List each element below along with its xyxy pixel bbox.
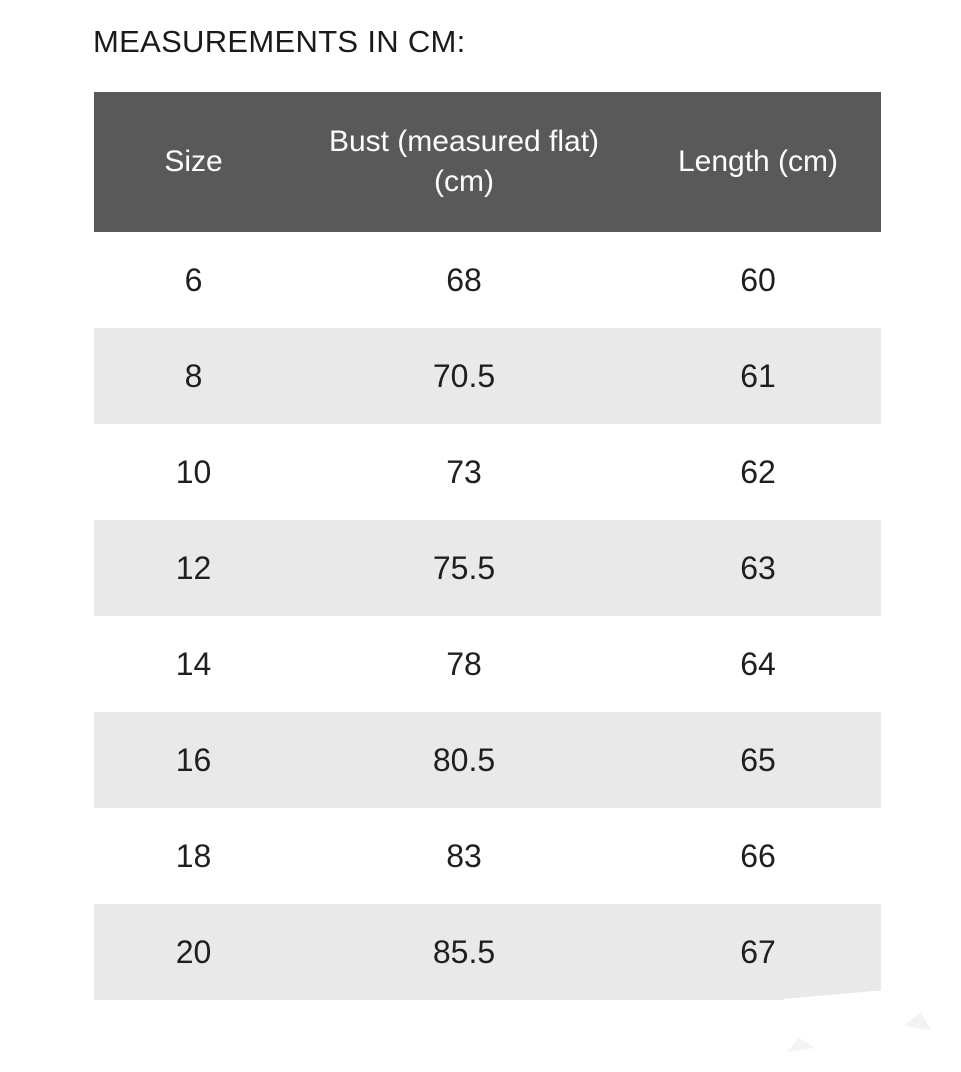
column-header-label: Length (cm) xyxy=(677,145,839,178)
cell-bust: 80.5 xyxy=(432,741,496,778)
column-header-bust: Bust (measured flat) (cm) xyxy=(293,92,635,232)
cell-length: 62 xyxy=(740,453,776,490)
cell-length: 64 xyxy=(740,645,776,682)
cell-size: 12 xyxy=(175,549,212,586)
column-header-label: Bust (measured flat) (cm) xyxy=(328,125,600,198)
cell-size: 16 xyxy=(175,741,212,778)
cell-length: 61 xyxy=(740,357,776,394)
cell-bust: 75.5 xyxy=(432,549,496,586)
cell-size: 6 xyxy=(184,261,203,298)
table-row-size-14: 14 78 64 xyxy=(94,616,881,712)
table-body: 6 68 60 8 70.5 61 10 73 62 12 75.5 63 14 78 64 16 80.5 65… xyxy=(94,232,881,1000)
table-row-size-10: 10 73 62 xyxy=(94,424,881,520)
table-row-size-20: 20 85.5 67 xyxy=(94,904,881,1000)
measurements-table: Size Bust (measured flat) (cm) Length (cm) … xyxy=(94,92,881,1000)
cell-bust: 83 xyxy=(446,837,482,874)
table-row-size-16: 16 80.5 65 xyxy=(94,712,881,808)
cell-bust: 70.5 xyxy=(432,357,496,394)
cell-size: 8 xyxy=(184,357,203,394)
column-header-label: Size xyxy=(164,145,223,178)
cell-bust: 68 xyxy=(446,261,482,298)
cell-length: 65 xyxy=(740,741,776,778)
table-row-size-8: 8 70.5 61 xyxy=(94,328,881,424)
cell-size: 20 xyxy=(175,933,212,970)
column-header-length: Length (cm) xyxy=(635,92,881,232)
table-row-size-18: 18 83 66 xyxy=(94,808,881,904)
cell-size: 18 xyxy=(175,837,212,874)
cell-length: 63 xyxy=(740,549,776,586)
column-header-size: Size xyxy=(94,92,293,232)
page-title: MEASUREMENTS IN CM: xyxy=(93,24,466,59)
table-header-row: Size Bust (measured flat) (cm) Length (cm) xyxy=(94,92,881,232)
table-row-size-12: 12 75.5 63 xyxy=(94,520,881,616)
cell-bust: 73 xyxy=(446,453,482,490)
cell-length: 67 xyxy=(740,933,776,970)
cell-size: 14 xyxy=(175,645,212,682)
cell-size: 10 xyxy=(175,453,212,490)
table-row-size-6: 6 68 60 xyxy=(94,232,881,328)
cell-bust: 85.5 xyxy=(432,933,496,970)
torn-paper-smudge xyxy=(785,1036,815,1052)
cell-length: 66 xyxy=(740,837,776,874)
cell-length: 60 xyxy=(740,261,776,298)
cell-bust: 78 xyxy=(446,645,482,682)
